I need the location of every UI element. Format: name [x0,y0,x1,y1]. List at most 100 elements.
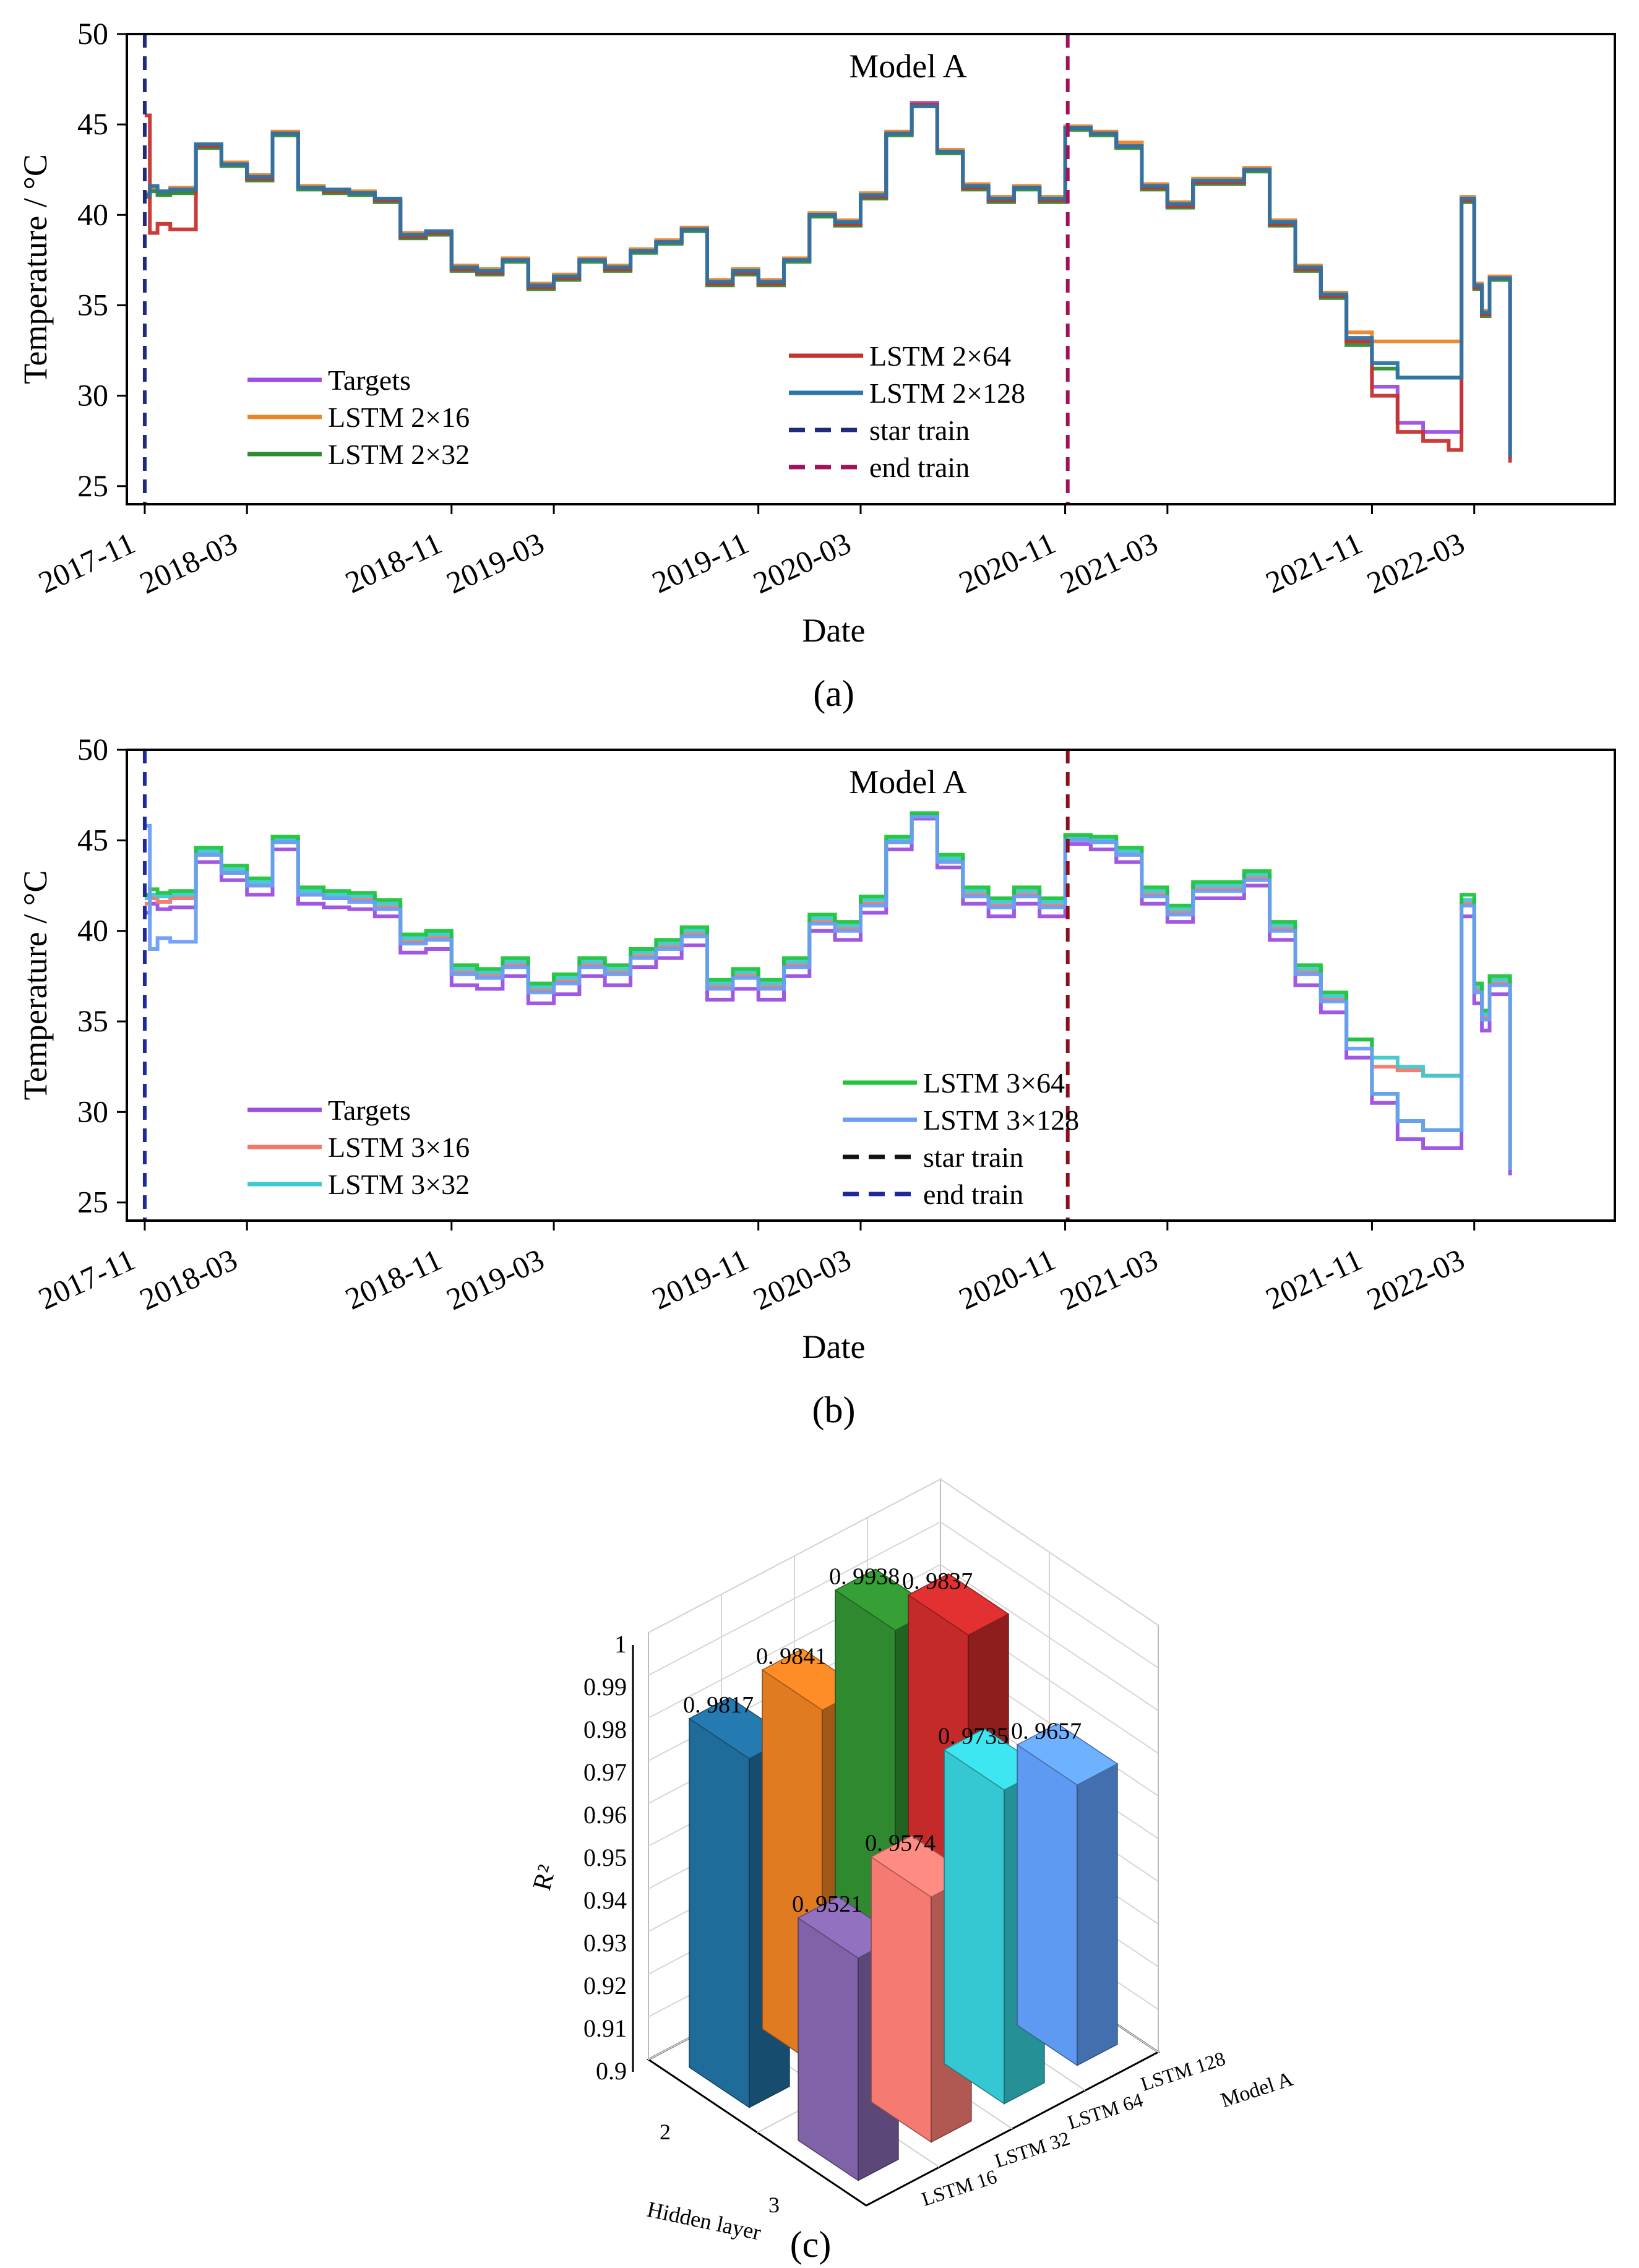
x-tick-label: 2018-11 [340,525,447,599]
z-tick-label: 0.99 [583,1673,627,1701]
series-group [144,811,1512,1175]
bar-value-label: 0. 9735 [938,1723,1009,1749]
z-tick-label: 0.91 [583,2014,627,2042]
y-tick-label: 40 [77,197,108,231]
x-tick-label: 2021-11 [1260,1242,1367,1316]
z-tick-label: 0.9 [596,2057,627,2085]
x-tick-label: 2020-11 [953,525,1060,599]
chart-title: Model A [849,763,967,801]
y-tick-label: 50 [77,16,108,51]
legend-label: end train [923,1179,1023,1210]
bar-3-lstm-16: 0. 9521 [792,1891,900,2181]
series-line-lstm-2-128 [144,104,1512,457]
x-tick-label: 2021-03 [1055,1242,1163,1317]
bar-3-lstm-128: 0. 9657 [1011,1718,1119,2066]
y-tick-label: 35 [77,287,108,322]
legend-label: LSTM 2×16 [328,402,470,433]
panel-label: (c) [790,2224,832,2265]
x-axis-label: Hidden layer [645,2197,763,2245]
z-gridline [648,1478,1159,1633]
legend-label: LSTM 3×64 [923,1067,1065,1099]
y-tick-label: 45 [77,106,108,141]
z-tick-label: 0.92 [583,1972,627,2000]
z-gridline [648,1521,1159,1676]
legend-label: LSTM 2×128 [869,377,1025,409]
x-tick-label: 2021-11 [1260,525,1367,599]
row-tick-label: 2 [660,2120,671,2144]
z-gridline [648,1563,1159,1719]
bar-left-face [1017,1743,1078,2066]
legend-item-lstm-2-32: LSTM 2×32 [247,439,470,470]
x-tick-label: 2018-03 [134,525,243,600]
legend-item-star-train: star train [789,415,970,446]
y-axis-label: Model A [1218,2068,1296,2112]
legend-label: LSTM 3×16 [328,1132,470,1163]
legend-label: LSTM 2×64 [869,340,1011,372]
x-tick-label: 2019-11 [647,525,754,599]
y-tick-label: 45 [77,822,108,857]
bar-left-face [871,1856,932,2143]
x-tick-label: 2018-03 [134,1242,243,1317]
z-tick-label: 0.98 [583,1716,627,1743]
legend-item-lstm-3-32: LSTM 3×32 [247,1169,470,1200]
legend-item-targets: Targets [247,364,411,396]
z-tick-label: 0.96 [583,1801,627,1829]
bar-value-label: 0. 9938 [829,1563,900,1589]
y-tick-label: 30 [77,378,108,413]
bar-left-face [689,1717,750,2108]
legend-item-lstm-3-64: LSTM 3×64 [843,1067,1065,1099]
bar-value-label: 0. 9837 [902,1568,973,1594]
legend-item-lstm-3-16: LSTM 3×16 [247,1132,470,1163]
z-tick-label: 0.97 [583,1758,627,1786]
legend-label: LSTM 2×32 [328,439,470,470]
z-axis-label: R² [528,1862,562,1894]
y-tick-label: 50 [77,732,108,767]
legend-item-targets: Targets [247,1094,411,1126]
series-line-lstm-3-128 [144,815,1512,1170]
y-tick-label: 25 [77,468,108,503]
x-tick-label: 2020-03 [748,1242,856,1317]
chart-title: Model A [849,48,967,85]
x-axis-label: Date [802,612,866,649]
x-tick-label: 2022-03 [1362,525,1470,600]
bar-value-label: 0. 9657 [1011,1718,1082,1744]
x-tick-label: 2019-03 [441,525,549,600]
legend-item-lstm-2-64: LSTM 2×64 [789,340,1011,372]
x-tick-label: 2020-11 [953,1242,1060,1316]
z-tick-label: 0.95 [583,1844,627,1871]
legend-item-end-train: end train [843,1179,1023,1210]
x-tick-label: 2019-11 [647,1242,754,1316]
x-tick-label: 2021-03 [1055,525,1163,600]
bar-top-face [907,1573,1010,1636]
series-line-lstm-2-16 [144,104,1512,450]
legend-label: Targets [328,364,411,396]
bar-value-label: 0. 9521 [792,1891,863,1917]
column-tick-label: LSTM 128 [1138,2047,1228,2095]
legend-label: LSTM 3×32 [328,1169,470,1200]
plot-frame [126,33,1616,505]
bar-value-label: 0. 9817 [683,1692,754,1718]
panel-label: (b) [812,1390,856,1430]
plot-frame [126,749,1616,1222]
legend-label: Targets [328,1094,411,1126]
legend-item-lstm-2-16: LSTM 2×16 [247,402,470,433]
legend-label: end train [869,452,970,483]
z-tick-label: 0.93 [583,1929,627,1957]
series-line-targets [144,817,1512,1175]
legend-item-lstm-3-128: LSTM 3×128 [843,1104,1079,1136]
x-tick-label: 2017-11 [33,1242,140,1316]
legend-label: star train [923,1141,1023,1173]
y-tick-label: 35 [77,1003,108,1038]
legend-label: star train [869,415,970,446]
x-tick-label: 2019-03 [441,1242,549,1317]
bar-front-face [1077,1763,1118,2066]
legend-label: LSTM 3×128 [923,1104,1079,1136]
z-tick-label: 1 [614,1630,627,1658]
y-axis-label: Temperature / °C [17,870,54,1101]
x-tick-label: 2017-11 [33,525,140,599]
series-line-lstm-3-64 [144,811,1512,1167]
x-axis-label: Date [802,1328,866,1365]
z-tick-label: 0.94 [583,1886,627,1914]
y-tick-label: 25 [77,1185,108,1219]
